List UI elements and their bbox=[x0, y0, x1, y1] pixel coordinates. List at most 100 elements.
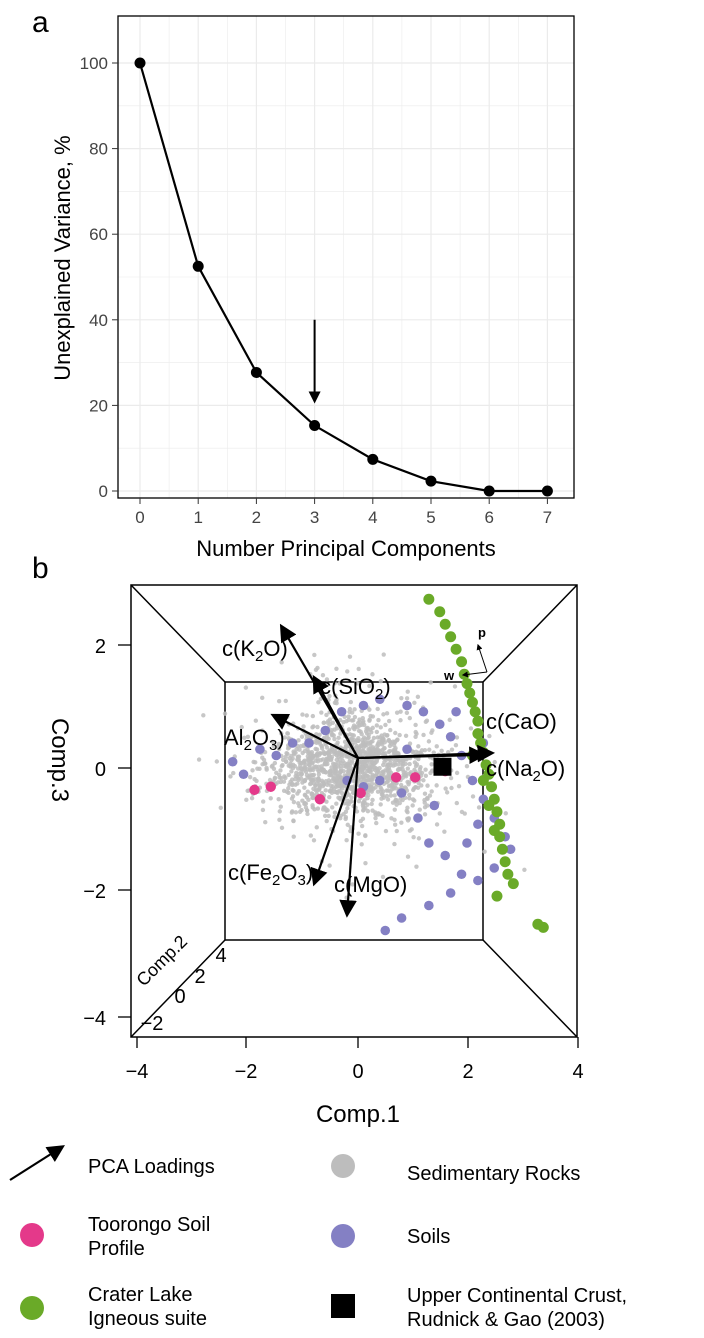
sedimentary-rock-point bbox=[422, 791, 428, 796]
sedimentary-rock-point bbox=[386, 718, 392, 724]
sedimentary-rock-point bbox=[321, 805, 326, 810]
panel-b-x-tick-label: 2 bbox=[462, 1061, 473, 1083]
sedimentary-rock-point bbox=[269, 764, 275, 769]
sedimentary-rock-point bbox=[426, 739, 432, 744]
legend-label-toor: Toorongo Soil Profile bbox=[88, 1214, 210, 1260]
panel-a-point bbox=[192, 260, 204, 272]
sedimentary-rock-point bbox=[358, 818, 363, 824]
sedimentary-rock-point bbox=[404, 710, 410, 715]
crater-lake-point bbox=[491, 890, 503, 902]
sedimentary-rock-point bbox=[410, 797, 416, 802]
panel-a-x-tick-label: 2 bbox=[252, 508, 261, 527]
sedimentary-rock-point bbox=[327, 794, 332, 800]
pca-loading-label-fe2o3: c(Fe2O3) bbox=[228, 860, 313, 889]
sedimentary-rock-point bbox=[394, 798, 400, 804]
sedimentary-rock-point bbox=[298, 776, 304, 781]
sedimentary-rock-point bbox=[444, 790, 450, 795]
sedimentary-rock-point bbox=[350, 790, 356, 796]
sedimentary-rock-point bbox=[280, 762, 285, 768]
soil-point bbox=[375, 775, 385, 786]
sedimentary-rock-point bbox=[405, 809, 410, 815]
sedimentary-rock-point bbox=[310, 725, 315, 730]
panel-b-z-tick-label: 2 bbox=[194, 966, 205, 988]
panel-a-y-tick-label: 40 bbox=[89, 311, 108, 330]
sedimentary-rock-point bbox=[429, 762, 434, 767]
sedimentary-rock-point bbox=[374, 820, 379, 826]
sedimentary-rock-point bbox=[388, 727, 393, 733]
sedimentary-rock-point bbox=[393, 730, 398, 736]
sedimentary-rock-point bbox=[321, 782, 326, 787]
sedimentary-rock-point bbox=[370, 797, 375, 803]
sedimentary-rock-point bbox=[391, 749, 397, 754]
sedimentary-rock-point bbox=[361, 807, 366, 812]
sedimentary-rock-point bbox=[349, 732, 355, 738]
panel-b-y-tick-label: −2 bbox=[83, 881, 106, 903]
panel-b-x-tick-label: 0 bbox=[352, 1061, 363, 1083]
soil-point bbox=[358, 700, 369, 711]
sedimentary-rock-point bbox=[468, 726, 474, 731]
sedimentary-rock-point bbox=[456, 783, 462, 789]
soil-point bbox=[227, 756, 238, 767]
sedimentary-rock-point bbox=[279, 660, 284, 665]
sedimentary-rock-point bbox=[363, 860, 368, 866]
panel-a-y-tick-label: 100 bbox=[80, 54, 108, 73]
sedimentary-rock-point bbox=[313, 667, 319, 673]
sedimentary-rock-point bbox=[245, 734, 251, 739]
sedimentary-rock-point bbox=[302, 777, 307, 783]
sedimentary-rock-point bbox=[308, 752, 313, 757]
sedimentary-rock-point bbox=[431, 750, 436, 755]
sedimentary-rock-point bbox=[374, 723, 380, 728]
sedimentary-rock-point bbox=[338, 770, 343, 775]
sedimentary-rock-point bbox=[268, 796, 273, 801]
sedimentary-rock-point bbox=[358, 729, 363, 734]
crater-lake-point bbox=[461, 678, 473, 690]
sedimentary-rock-point bbox=[405, 766, 411, 771]
crater-lake-point bbox=[491, 806, 503, 818]
sedimentary-rock-point bbox=[410, 803, 415, 808]
sedimentary-rock-point bbox=[329, 768, 334, 774]
sedimentary-rock-point bbox=[423, 773, 429, 778]
crater-lake-point bbox=[445, 631, 457, 643]
crater-lake-point bbox=[488, 825, 500, 836]
sedimentary-rock-point bbox=[327, 863, 332, 868]
orientation-indicator: p w bbox=[443, 625, 488, 683]
sedimentary-rock-point bbox=[403, 733, 409, 738]
sedimentary-rock-point bbox=[289, 777, 295, 782]
sedimentary-rock-point bbox=[396, 767, 401, 772]
sedimentary-rock-point bbox=[228, 774, 233, 779]
legend-label-ucc: Upper Continental Crust, Rudnick & Gao (2… bbox=[407, 1285, 627, 1331]
crater-lake-point bbox=[466, 696, 478, 708]
sedimentary-rock-point bbox=[355, 720, 361, 726]
sedimentary-rock-point bbox=[300, 798, 305, 803]
soil-point bbox=[413, 813, 423, 823]
sedimentary-rock-point bbox=[354, 745, 359, 750]
soil-point bbox=[440, 850, 451, 861]
sedimentary-rock-point bbox=[368, 743, 373, 748]
panel-b-y-tick-label: 0 bbox=[95, 759, 106, 781]
sedimentary-rock-point bbox=[359, 823, 365, 829]
sedimentary-rock-point bbox=[371, 764, 376, 770]
panel-b-y-axis-label: Comp.3 bbox=[46, 718, 73, 802]
sedimentary-rock-point bbox=[359, 842, 364, 847]
sedimentary-rock-point bbox=[278, 804, 283, 809]
sedimentary-rock-point bbox=[278, 768, 283, 773]
sedimentary-rock-point bbox=[375, 789, 381, 794]
crater-lake-point bbox=[423, 593, 435, 605]
sedimentary-rock-point bbox=[276, 796, 281, 802]
sedimentary-rock-point bbox=[305, 746, 310, 752]
sedimentary-rock-point bbox=[394, 710, 400, 715]
sedimentary-rock-point bbox=[334, 801, 339, 806]
pca-loading-arrow-na2o bbox=[357, 746, 487, 765]
sedimentary-rock-point bbox=[356, 831, 361, 836]
sedimentary-rock-point bbox=[425, 783, 430, 788]
sedimentary-rock-point bbox=[378, 802, 383, 807]
sedimentary-rock-point bbox=[377, 751, 382, 756]
sedimentary-rock-point bbox=[397, 732, 402, 738]
sedimentary-rock-point bbox=[249, 796, 255, 801]
sedimentary-rock-point bbox=[307, 759, 312, 764]
sedimentary-rock-point bbox=[386, 738, 391, 743]
sedimentary-rock-point bbox=[425, 803, 430, 808]
crater-lake-point bbox=[464, 687, 476, 699]
sedimentary-rock-point bbox=[407, 715, 412, 721]
